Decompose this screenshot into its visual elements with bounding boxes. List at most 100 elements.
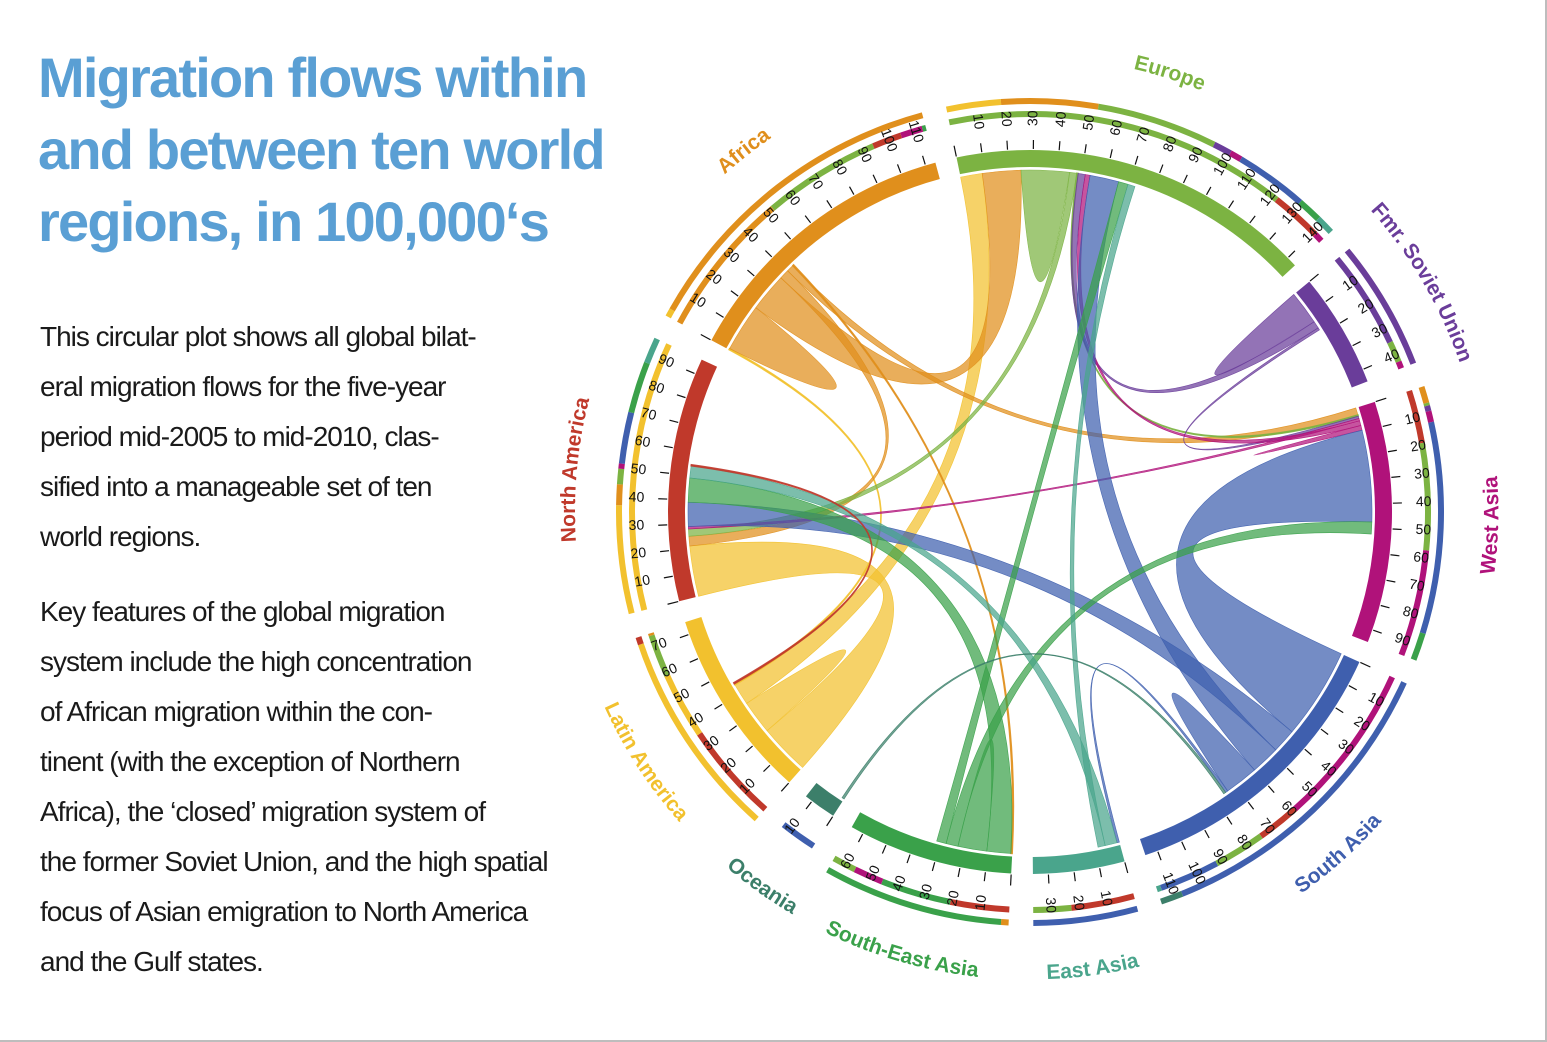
key-features-line: and the Gulf states. [40,946,264,977]
tick-label: 50 [1415,521,1432,538]
tick-mark [1204,829,1210,839]
tick-label: 60 [659,659,680,680]
tick-mark [1267,785,1275,794]
tick-label: 50 [1299,778,1321,800]
tick-mark [1228,200,1235,209]
tick-mark [714,703,723,710]
region-label-south-asia: South Asia [1291,809,1386,898]
composition-bar-north-america-in [644,337,660,365]
tick-mark [957,868,961,878]
composition-bar-south-asia-out [1259,806,1297,839]
composition-bar-fmr-soviet-union-out [1334,256,1393,344]
region-label-latin-america: Latin America [600,699,693,826]
tick-label: 40 [1318,757,1340,779]
tick-mark [1320,728,1329,735]
region-label-north-america: North America [557,394,594,542]
composition-bar-europe-in [1097,103,1216,148]
key-features-paragraph: Key features of the global migration syst… [40,587,580,987]
chord-south-east-asia-to-west-asia [945,521,1373,847]
tick-mark [685,369,695,374]
tick-label: 30 [1043,897,1060,914]
composition-bar-europe-in [1315,216,1334,234]
tick-mark [1360,661,1371,668]
tick-label: 110 [906,118,928,144]
composition-bar-west-asia-out [1419,442,1432,551]
tick-mark [1335,707,1344,714]
key-features-line: tinent (with the exception of Northern [40,746,461,777]
chord-africa-to-africa [729,307,837,390]
tick-mark [1382,423,1392,428]
tick-mark [857,833,864,843]
tick-label: 80 [1159,133,1180,153]
tick-mark [1181,841,1187,851]
tick-mark [1247,801,1255,810]
composition-bar-south-east-asia-out [832,855,857,873]
composition-bar-europe-out [1313,232,1324,243]
tick-label: 10 [687,289,709,311]
tick-label: 10 [736,774,758,796]
tick-mark [1084,144,1087,154]
tick-mark [872,174,878,184]
tick-label: 30 [916,882,936,901]
tick-label: 70 [649,634,669,654]
tick-label: 40 [628,488,644,505]
tick-mark [1348,685,1357,691]
tick-label: 80 [647,377,667,397]
composition-bar-south-east-asia-out [949,899,1010,913]
chord-west-asia-to-north-america [687,418,1360,530]
region-arc-south-east-asia [851,812,1013,874]
composition-bar-south-asia-out [1215,833,1263,867]
composition-bar-east-asia-out [1033,904,1072,913]
tick-label: 50 [862,862,883,883]
tick-mark [1073,872,1076,882]
chord-latin-america-to-north-america [689,541,894,768]
tick-label: 20 [630,544,647,562]
tick-label: 40 [685,709,707,731]
label-guide-path [569,586,775,903]
tick-mark [1380,604,1390,609]
chord-south-east-asia-to-europe [936,181,1129,844]
tick-mark [669,419,679,424]
intro-line: eral migration flows for the five-year [40,371,447,402]
tick-mark [1390,554,1400,557]
tick-mark [826,200,833,209]
composition-bar-europe-in [1000,98,1099,110]
tick-mark [804,215,812,224]
tick-mark [826,816,834,827]
tick-mark [1124,862,1129,874]
tick-label: 60 [1413,548,1431,566]
tick-mark [1339,317,1348,324]
tick-mark [745,745,753,753]
tick-mark [1205,186,1212,196]
tick-mark [1387,449,1397,453]
composition-bar-europe-out [1274,197,1318,237]
composition-bar-fmr-soviet-union-out [1395,360,1404,370]
composition-bar-fmr-soviet-union-in [1344,248,1417,365]
tick-mark [1373,629,1382,634]
tick-mark [764,250,773,258]
tick-mark [667,600,679,605]
tick-mark [1058,141,1061,151]
tick-mark [1391,475,1401,478]
chord-layer [687,169,1373,855]
tick-label: 30 [1413,464,1430,481]
tick-mark [663,445,673,449]
composition-bar-latin-america-out [648,632,655,637]
composition-bar-north-america-out [629,343,672,611]
tick-mark [701,681,710,687]
tick-label: 60 [634,432,652,451]
composition-bar-west-asia-out [1398,550,1430,657]
composition-bar-africa-out [872,132,903,149]
composition-bar-west-asia-out [1406,389,1425,444]
tick-mark [906,854,911,864]
composition-bar-west-asia-in [1418,386,1430,404]
composition-bar-west-asia-in [1410,632,1426,661]
chord-africa-to-europe [755,169,1022,385]
region-arc-oceania [805,782,843,816]
tick-mark [953,145,957,157]
chord-east-asia-to-north-america [689,465,1118,846]
region-label-africa: Africa [713,123,775,179]
tick-mark [1288,250,1296,258]
